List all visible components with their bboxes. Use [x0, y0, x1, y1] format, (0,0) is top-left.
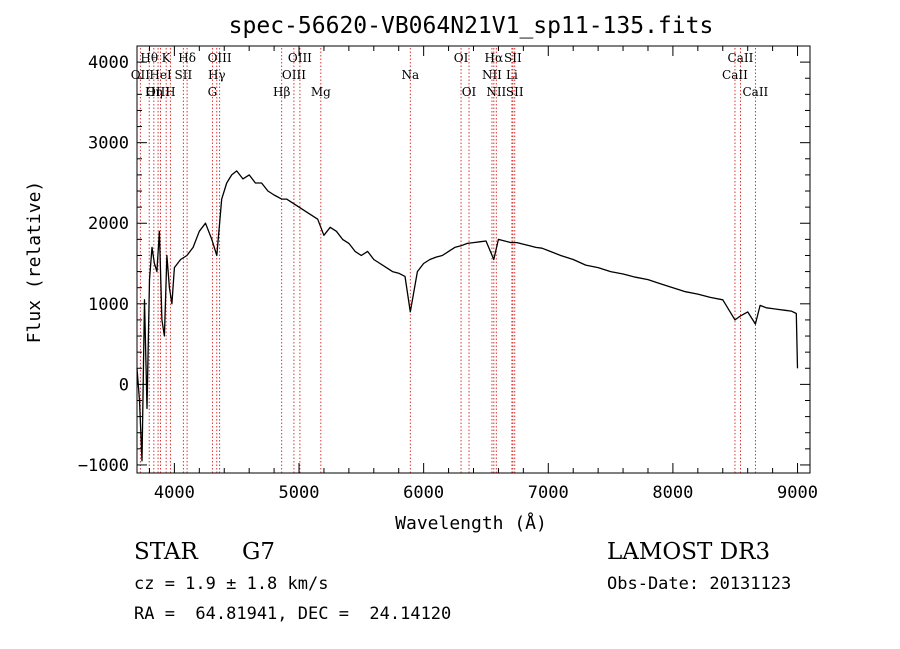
- redshift-velocity: cz = 1.9 ± 1.8 km/s: [134, 574, 329, 594]
- x-tick-label: 4000: [154, 483, 195, 503]
- y-tick-label: 2000: [88, 214, 129, 234]
- spectral-line-label: NII: [482, 68, 502, 82]
- spectral-line-label: OIII: [208, 51, 232, 65]
- spectral-line-label: NII: [486, 85, 506, 99]
- spectral-line-label: OIII: [146, 85, 170, 99]
- y-tick-label: −1000: [78, 456, 129, 476]
- spectral-line-label: OII: [131, 68, 151, 82]
- spectral-line-label: CaII: [722, 68, 748, 82]
- x-tick-label: 6000: [403, 483, 444, 503]
- x-tick-label: 9000: [777, 483, 818, 503]
- spectral-line-label: Hβ: [273, 85, 290, 99]
- spectral-line-label: Hη: [145, 85, 163, 99]
- coordinates: RA = 64.81941, DEC = 24.14120: [134, 604, 452, 624]
- axis-ticks: 4000 5000 6000 7000 8000 9000 −1000 0 1000 2000 30…: [78, 45, 818, 503]
- spectral-line-label: CaII: [728, 51, 754, 65]
- plot-frame: [136, 45, 811, 474]
- spectral-line-label: Hγ: [208, 68, 226, 82]
- spectral-line-label: OI: [454, 51, 469, 65]
- x-axis-label: Wavelength (Å): [395, 512, 547, 534]
- spectral-line-label: H: [165, 85, 175, 99]
- x-tick-label: 7000: [528, 483, 569, 503]
- spectral-line-label: SII: [504, 51, 522, 65]
- x-tick-label: 8000: [652, 483, 693, 503]
- spectral-line-markers: [139, 48, 756, 473]
- chart-title: spec-56620-VB064N21V1_sp11-135.fits: [229, 13, 714, 39]
- spectral-line-label: Na: [401, 68, 419, 82]
- observation-date: Obs-Date: 20131123: [607, 574, 792, 594]
- spectral-line-label: Hθ: [140, 51, 158, 65]
- spectral-line-label: HeI: [149, 68, 172, 82]
- y-tick-label: 0: [119, 375, 129, 395]
- spectral-line-label: Li: [506, 68, 518, 82]
- survey-name: LAMOST DR3: [607, 539, 771, 565]
- spectral-line-label: OI: [462, 85, 477, 99]
- spectral-line-label: Mg: [311, 85, 331, 99]
- y-axis-label: Flux (relative): [24, 181, 45, 344]
- spectral-line-label: SII: [506, 85, 524, 99]
- y-tick-label: 3000: [88, 134, 129, 154]
- spectral-line-label: K: [162, 51, 172, 65]
- spectral-line-label: Hδ: [178, 51, 196, 65]
- object-class: STAR: [134, 539, 198, 565]
- y-tick-label: 1000: [88, 295, 129, 315]
- spectral-line-label: CaII: [742, 85, 768, 99]
- spectral-line-label: G: [208, 85, 218, 99]
- spectrum-line: [136, 170, 799, 462]
- spectral-line-label: SII: [175, 68, 193, 82]
- y-tick-label: 4000: [88, 53, 129, 73]
- x-tick-label: 5000: [279, 483, 320, 503]
- object-subclass: G7: [242, 539, 276, 565]
- spectrum-series: [136, 170, 799, 462]
- spectral-line-label: Hα: [485, 51, 504, 65]
- spectral-line-label: OIII: [288, 51, 312, 65]
- spectral-line-label: OIII: [282, 68, 306, 82]
